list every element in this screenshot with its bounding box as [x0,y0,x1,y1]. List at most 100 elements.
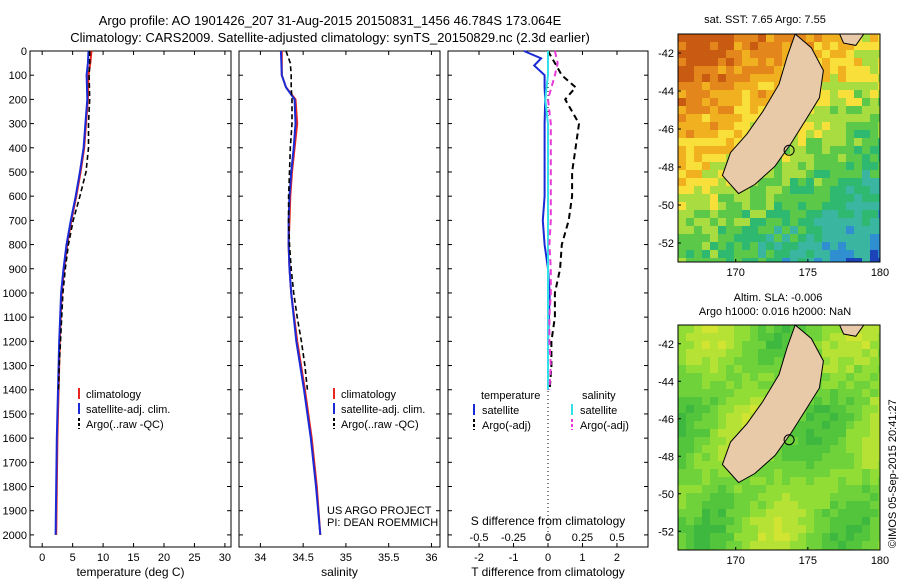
map-cell [694,381,702,389]
map-cell [766,381,774,389]
map-cell [822,106,830,114]
map-cell [862,122,870,130]
map-cell [678,90,686,98]
map-cell [830,365,838,373]
map-cell [838,357,846,365]
map-cell [782,42,790,50]
map-cell [678,82,686,90]
map-cell [862,389,870,397]
map-cell [686,226,694,234]
map-cell [862,186,870,194]
map-cell [870,226,878,234]
map-cell [694,493,702,501]
map-cell [734,242,742,250]
map-cell [838,58,846,66]
map-cell [710,122,718,130]
map-cell [678,509,686,517]
map-cell [782,250,790,258]
map-cell [718,437,726,445]
map-cell [814,453,822,461]
map-cell [870,34,878,42]
map-cell [814,178,822,186]
map-cell [790,477,798,485]
map-cell [854,58,862,66]
map-cell [878,58,880,66]
map-cell [686,138,694,146]
map-cell [838,341,846,349]
map-cell [742,477,750,485]
map-cell [790,258,798,262]
map-cell [854,106,862,114]
map-cell [862,517,870,525]
map-cell [742,341,750,349]
map-cell [870,258,878,262]
map-cell [854,234,862,242]
s-tick-label: 0.25 [572,532,593,544]
map-cell [846,477,854,485]
map-cell [678,533,686,541]
map-cell [830,413,838,421]
map-cell [862,194,870,202]
map-cell [678,429,686,437]
map-cell [798,194,806,202]
map-cell [678,445,686,453]
map-cell [814,34,822,42]
map-cell [686,429,694,437]
map-cell [870,325,878,333]
map-cell [806,210,814,218]
map-cell [838,405,846,413]
map-cell [838,226,846,234]
map-cell [734,517,742,525]
map-cell [878,333,880,341]
map-cell [726,437,734,445]
map-cell [798,541,806,549]
map-cell [774,42,782,50]
map-cell [750,226,758,234]
map-cell [758,357,766,365]
map-cell [798,186,806,194]
map-cell [798,250,806,258]
map-cell [830,533,838,541]
map-cell [798,421,806,429]
map-cell [702,114,710,122]
map-frame [677,33,881,263]
map-cell [822,413,830,421]
map-cell [758,82,766,90]
map-cell [686,42,694,50]
map-cell [710,218,718,226]
map-cell [742,258,750,262]
map-cell [750,58,758,66]
map-cell [878,509,880,517]
map-cell [718,66,726,74]
map-cell [854,453,862,461]
map-cell [798,162,806,170]
map-lat-label: -44 [658,86,674,98]
map-cell [846,130,854,138]
map-cell [846,469,854,477]
map-cell [718,130,726,138]
map-cell [822,349,830,357]
map-cell [686,50,694,58]
map-cell [822,202,830,210]
map-cell [718,250,726,258]
map-cell [694,122,702,130]
map-cell [726,90,734,98]
map-cell [862,210,870,218]
map-cell [854,146,862,154]
map-cell [862,533,870,541]
map-cell [774,218,782,226]
map-cell [718,74,726,82]
map-cell [742,242,750,250]
map-cell [862,325,870,333]
map-cell [854,413,862,421]
series-line-temperature-argo-adj- [547,50,581,390]
map-cell [774,341,782,349]
map-cell [678,525,686,533]
map-cell [862,349,870,357]
map-cell [878,525,880,533]
map-cell [686,74,694,82]
map-cell [870,42,878,50]
map-cell [806,162,814,170]
map-cell [678,469,686,477]
series-line-salinity-argo-adj- [546,50,559,390]
